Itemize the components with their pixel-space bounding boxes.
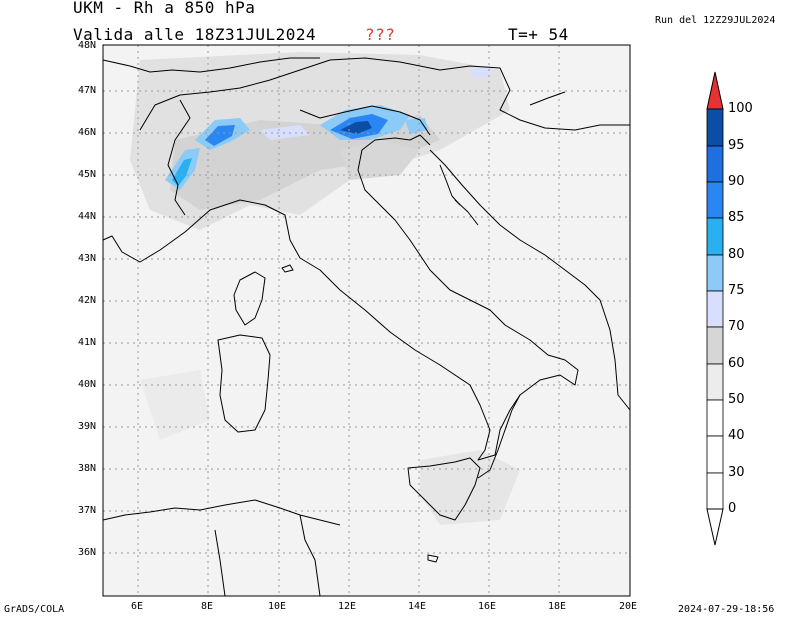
colorbar-label: 0 — [728, 501, 737, 516]
lon-label: 18E — [548, 601, 567, 612]
lon-label: 8E — [201, 601, 214, 612]
lat-label: 39N — [78, 421, 97, 432]
lat-label: 46N — [78, 127, 97, 138]
coastlines — [102, 57, 631, 597]
lat-label: 42N — [78, 295, 97, 306]
forecast-step: T=+ 54 — [508, 25, 569, 44]
colorbar-bottom-arrow — [706, 508, 724, 546]
colorbar-label: 90 — [728, 174, 745, 189]
lat-label: 38N — [78, 463, 97, 474]
humidity-shading — [130, 52, 520, 525]
lat-label: 41N — [78, 337, 97, 348]
lon-label: 16E — [478, 601, 497, 612]
lat-label: 44N — [78, 211, 97, 222]
lon-label: 20E — [619, 601, 638, 612]
colorbar-label: 85 — [728, 210, 745, 225]
colorbar-label: 50 — [728, 392, 745, 407]
map-gridlines — [103, 45, 630, 596]
colorbar-label: 100 — [728, 101, 753, 116]
lat-label: 48N — [78, 40, 97, 51]
colorbar-label: 95 — [728, 138, 745, 153]
lon-label: 12E — [338, 601, 357, 612]
lat-label: 36N — [78, 547, 97, 558]
colorbar-label: 30 — [728, 465, 745, 480]
colorbar-label: 75 — [728, 283, 745, 298]
colorbar-top-arrow — [706, 71, 724, 110]
run-time: Run del 12Z29JUL2024 — [655, 15, 776, 26]
colorbar-label: 70 — [728, 319, 745, 334]
colorbar — [706, 71, 724, 546]
flag-text: ??? — [365, 25, 396, 44]
render-timestamp: 2024-07-29-18:56 — [678, 604, 775, 615]
map-title: UKM - Rh a 850 hPa — [73, 0, 256, 17]
lat-label: 37N — [78, 505, 97, 516]
lon-label: 6E — [131, 601, 144, 612]
software-credit: GrADS/COLA — [4, 604, 65, 615]
colorbar-label: 80 — [728, 247, 745, 262]
lon-label: 10E — [268, 601, 287, 612]
map-frame — [102, 44, 631, 597]
lat-label: 45N — [78, 169, 97, 180]
lat-label: 40N — [78, 379, 97, 390]
valid-time: Valida alle 18Z31JUL2024 — [73, 25, 317, 44]
colorbar-label: 60 — [728, 356, 745, 371]
lat-label: 43N — [78, 253, 97, 264]
colorbar-label: 40 — [728, 428, 745, 443]
lat-label: 47N — [78, 85, 97, 96]
lon-label: 14E — [408, 601, 427, 612]
